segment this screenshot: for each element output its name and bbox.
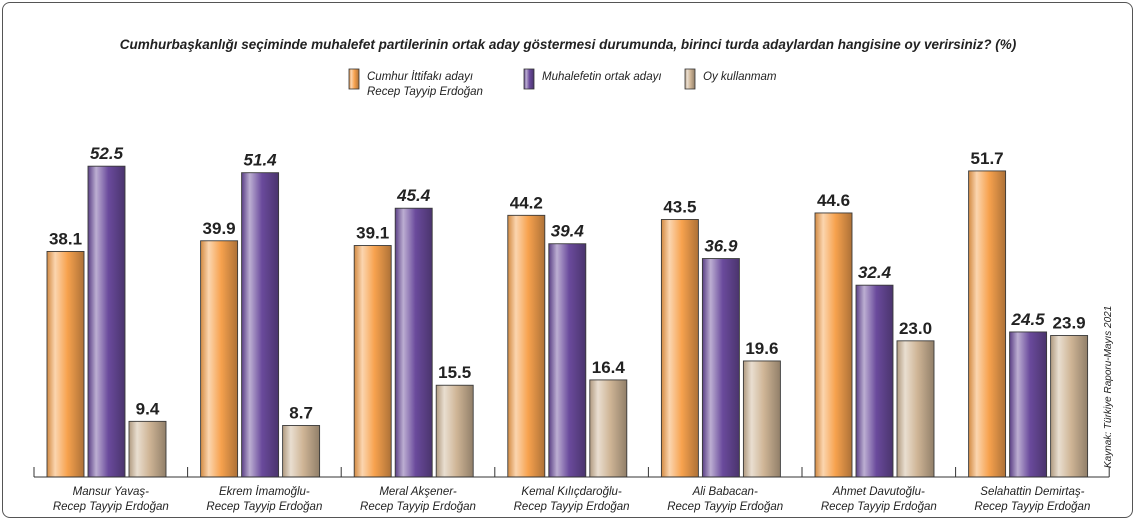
data-label: 39.4 [551, 222, 585, 241]
legend-swatch [348, 68, 360, 90]
bar [548, 243, 587, 478]
bar [855, 284, 894, 478]
data-label: 24.5 [1011, 310, 1046, 329]
category-group: 39.1 45.4 15.5 [353, 186, 474, 478]
x-axis: Mansur Yavaş- Recep Tayyip Erdoğan Ekrem İ… [33, 467, 1110, 513]
bar [507, 214, 546, 478]
bar [200, 240, 239, 478]
legend-label: Recep Tayyip Erdoğan [367, 86, 483, 98]
source-note: Kaynak: Türkiye Raporu-Mayıs 2021 [1103, 306, 1114, 468]
data-label: 52.5 [90, 144, 124, 163]
legend-item: Oy kullanmam [684, 68, 777, 90]
data-label: 43.5 [663, 197, 696, 216]
category-label: Recep Tayyip Erdoğan [360, 501, 476, 513]
category-label: Recep Tayyip Erdoğan [974, 501, 1090, 513]
bar [241, 172, 280, 478]
legend-swatch [684, 68, 696, 90]
bar [46, 250, 85, 478]
bar [814, 212, 853, 478]
bar [394, 207, 433, 478]
category-label: Recep Tayyip Erdoğan [821, 501, 937, 513]
data-label: 23.9 [1053, 314, 1086, 333]
category-label: Mansur Yavaş- [73, 486, 149, 498]
data-label: 32.4 [858, 263, 892, 282]
legend-label: Muhalefetin ortak adayı [542, 71, 662, 83]
legend-swatch [523, 68, 535, 90]
data-label: 51.4 [244, 151, 278, 170]
category-label: Recep Tayyip Erdoğan [206, 501, 322, 513]
category-group: 38.1 52.5 9.4 [46, 144, 167, 478]
data-label: 38.1 [49, 229, 82, 248]
data-label: 39.9 [203, 219, 236, 238]
data-label: 9.4 [136, 399, 160, 418]
data-label: 44.2 [510, 193, 543, 212]
data-label: 39.1 [356, 224, 389, 243]
data-label: 19.6 [745, 339, 778, 358]
data-label: 45.4 [396, 186, 431, 205]
category-group: 51.7 24.5 23.9 [968, 149, 1089, 478]
legend-item: Muhalefetin ortak adayı [523, 68, 662, 90]
bar [742, 360, 781, 478]
category-group: 43.5 36.9 19.6 [660, 197, 781, 478]
legend: Cumhur İttifakı adayı Recep Tayyip Erdoğa… [348, 68, 777, 98]
bar [128, 420, 167, 478]
category-label: Ali Babacan- [692, 486, 758, 498]
bar [701, 258, 740, 478]
category-label: Kemal Kılıçdaroğlu- [521, 486, 622, 498]
data-label: 23.0 [899, 319, 932, 338]
category-label: Ekrem İmamoğlu- [219, 486, 310, 498]
bar [1050, 335, 1089, 478]
category-group: 39.9 51.4 8.7 [200, 151, 321, 478]
legend-label: Oy kullanmam [703, 71, 777, 83]
bar [87, 165, 126, 478]
bar [1009, 331, 1048, 478]
bars-group: 38.1 52.5 9.4 39.9 51.4 8.7 39.1 45.4 15.5 44.2 39… [46, 144, 1089, 478]
category-label: Meral Akşener- [379, 486, 457, 498]
data-label: 15.5 [438, 363, 471, 382]
chart-title: Cumhurbaşkanlığı seçiminde muhalefet par… [120, 37, 1017, 52]
bar [282, 425, 321, 478]
legend-label: Cumhur İttifakı adayı [367, 71, 473, 83]
category-group: 44.6 32.4 23.0 [814, 191, 935, 478]
category-label: Recep Tayyip Erdoğan [514, 501, 630, 513]
data-label: 44.6 [817, 191, 850, 210]
bar [660, 219, 699, 478]
data-label: 16.4 [592, 358, 626, 377]
bar [435, 384, 474, 478]
data-label: 36.9 [704, 237, 738, 256]
bar [353, 245, 392, 478]
bar [896, 340, 935, 478]
category-group: 44.2 39.4 16.4 [507, 193, 628, 478]
data-label: 51.7 [971, 149, 1004, 168]
data-label: 8.7 [289, 403, 313, 422]
category-label: Recep Tayyip Erdoğan [667, 501, 783, 513]
category-label: Ahmet Davutoğlu- [832, 486, 925, 498]
bar [968, 170, 1007, 478]
bar [589, 379, 628, 478]
category-label: Recep Tayyip Erdoğan [53, 501, 169, 513]
legend-item: Cumhur İttifakı adayı Recep Tayyip Erdoğa… [348, 68, 483, 98]
category-label: Selahattin Demirtaş- [980, 486, 1084, 498]
